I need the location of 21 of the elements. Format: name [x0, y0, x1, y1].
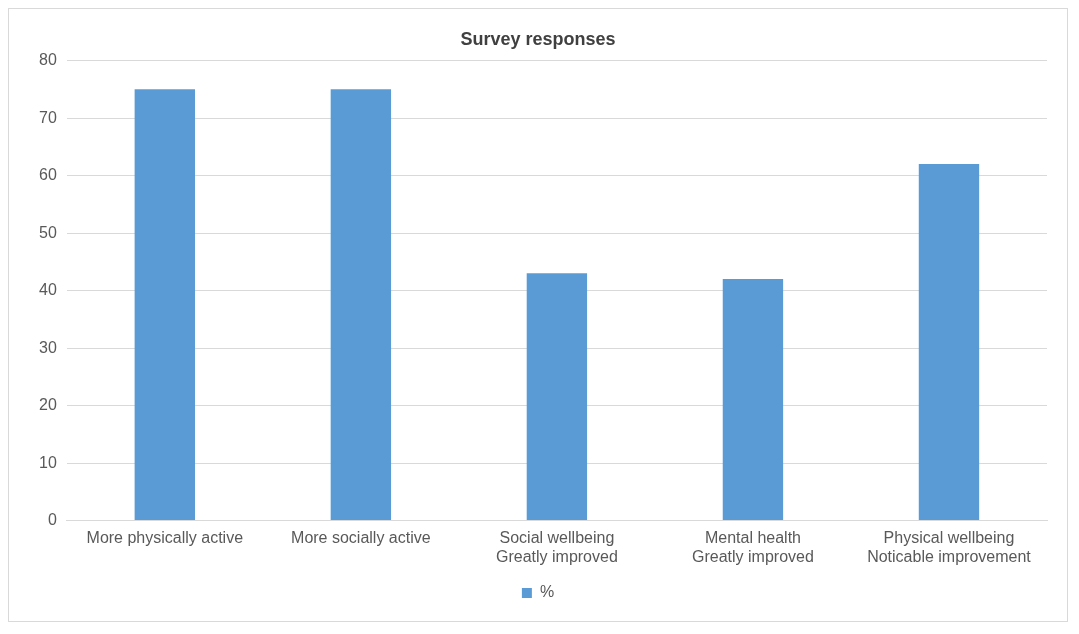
- y-tick-label: 30: [39, 338, 57, 356]
- bar: [722, 279, 784, 521]
- y-tick-label: 40: [39, 281, 57, 299]
- x-tick-label: Mental health Greatly improved: [692, 528, 814, 565]
- bar: [918, 164, 980, 521]
- y-tick-label: 10: [39, 453, 57, 471]
- y-tick-label: 0: [47, 511, 57, 529]
- bar: [526, 273, 588, 521]
- x-tick-label: Social wellbeing Greatly improved: [495, 528, 618, 565]
- x-tick-label: More socially active: [291, 528, 431, 546]
- y-tick-label: 50: [39, 223, 57, 241]
- y-tick-label: 80: [39, 51, 57, 69]
- legend-label: %: [539, 583, 555, 601]
- y-tick-label: 20: [39, 396, 57, 414]
- y-tick-label: 70: [39, 108, 57, 126]
- x-tick-label: Physical wellbeing Noticable improvement: [867, 528, 1032, 565]
- x-tick-label: More physically active: [86, 528, 244, 546]
- bar: [330, 89, 392, 521]
- y-tick-label: 60: [39, 166, 57, 184]
- bar: [134, 89, 196, 521]
- chart-title: Survey responses: [460, 28, 616, 49]
